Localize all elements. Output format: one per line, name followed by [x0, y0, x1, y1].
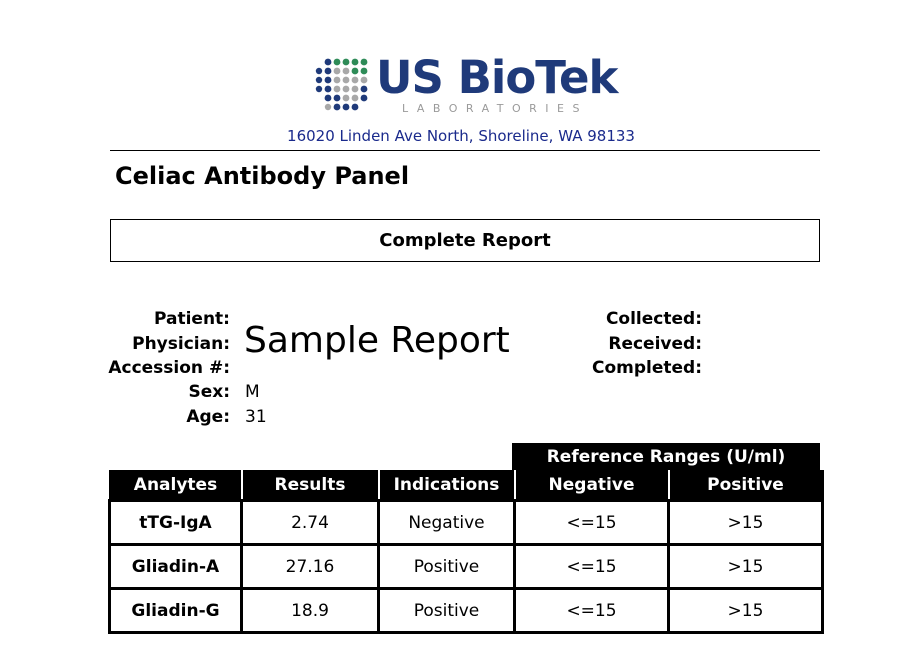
logo-wordmark: US BioTek — [376, 51, 618, 104]
report-type-label: Complete Report — [379, 230, 551, 251]
completed-label: Completed: — [591, 358, 702, 378]
reference-ranges-header: Reference Ranges (U/ml) — [512, 443, 820, 470]
table-row: Gliadin-A 27.16 Positive <=15 >15 — [108, 543, 824, 590]
table-row: Gliadin-G 18.9 Positive <=15 >15 — [108, 587, 824, 634]
column-header-results: Results — [240, 470, 380, 502]
indication-cell: Positive — [377, 587, 516, 634]
lab-address: 16020 Linden Ave North, Shoreline, WA 98… — [287, 127, 635, 145]
header-divider — [110, 150, 820, 151]
result-cell: 2.74 — [240, 499, 380, 546]
age-label: Age: — [186, 407, 230, 427]
report-type-box: Complete Report — [110, 219, 820, 262]
negative-range-cell: <=15 — [513, 587, 670, 634]
analyte-cell: Gliadin-A — [108, 543, 243, 590]
patient-label: Patient: — [154, 309, 230, 329]
table-row: tTG-IgA 2.74 Negative <=15 >15 — [108, 499, 824, 546]
physician-label: Physician: — [132, 334, 230, 354]
accession-label: Accession #: — [108, 358, 230, 378]
positive-range-cell: >15 — [667, 587, 824, 634]
column-header-negative: Negative — [513, 470, 670, 502]
positive-range-cell: >15 — [667, 543, 824, 590]
sex-label: Sex: — [188, 382, 230, 402]
negative-range-cell: <=15 — [513, 543, 670, 590]
indication-cell: Negative — [377, 499, 516, 546]
dot-grid-logo-icon — [315, 58, 368, 111]
received-label: Received: — [608, 334, 702, 354]
patient-name-value: Sample Report — [244, 320, 510, 361]
column-header-indications: Indications — [377, 470, 516, 502]
age-value: 31 — [245, 407, 267, 427]
us-biotek-logo: US BioTek LABORATORIES — [314, 51, 618, 116]
analyte-cell: Gliadin-G — [108, 587, 243, 634]
result-cell: 27.16 — [240, 543, 380, 590]
table-header-row: Analytes Results Indications Negative Po… — [108, 470, 824, 502]
panel-title: Celiac Antibody Panel — [115, 162, 410, 190]
logo-subtitle: LABORATORIES — [402, 102, 588, 115]
indication-cell: Positive — [377, 543, 516, 590]
column-header-positive: Positive — [667, 470, 824, 502]
collected-label: Collected: — [605, 309, 702, 329]
column-header-analytes: Analytes — [108, 470, 243, 502]
results-table: Analytes Results Indications Negative Po… — [108, 470, 824, 634]
analyte-cell: tTG-IgA — [108, 499, 243, 546]
negative-range-cell: <=15 — [513, 499, 670, 546]
result-cell: 18.9 — [240, 587, 380, 634]
positive-range-cell: >15 — [667, 499, 824, 546]
sex-value: M — [245, 382, 260, 402]
